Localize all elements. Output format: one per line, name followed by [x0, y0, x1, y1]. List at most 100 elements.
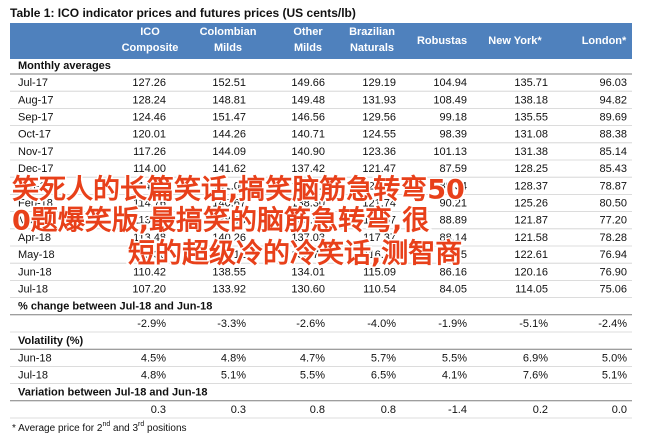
cell: 0.3 — [231, 404, 246, 416]
cell: 94.82 — [599, 94, 627, 106]
cell: 149.66 — [291, 77, 325, 89]
cell: 120.01 — [132, 129, 166, 141]
cell: 80.50 — [599, 198, 627, 210]
cell: 121.58 — [514, 232, 548, 244]
cell: 140.71 — [291, 129, 325, 141]
cell: 129.56 — [362, 112, 396, 124]
cell: 96.03 — [599, 77, 627, 89]
row-label: Apr-18 — [18, 232, 51, 244]
row-label: Oct-17 — [18, 129, 51, 141]
cell: 144.26 — [212, 129, 246, 141]
cell: 140.67 — [212, 198, 246, 210]
cell: 5.7% — [371, 352, 396, 364]
cell: 6.9% — [523, 352, 548, 364]
cell: 114.73 — [133, 180, 166, 192]
cell: 124.46 — [132, 112, 166, 124]
cell: 98.39 — [439, 129, 467, 141]
cell: 131.38 — [514, 146, 548, 158]
cell: 151.47 — [212, 112, 246, 124]
cell: 78.87 — [599, 180, 627, 192]
cell: 131.93 — [362, 94, 396, 106]
cell: -2.9% — [137, 318, 166, 330]
column-header: ICO — [140, 26, 160, 38]
cell: 129.19 — [362, 77, 396, 89]
cell: 135.52 — [291, 215, 325, 227]
cell: 114.00 — [133, 163, 166, 175]
cell: 76.94 — [599, 249, 627, 261]
cell: 139.12 — [212, 249, 246, 261]
cell: 125.26 — [514, 198, 548, 210]
cell: 128.37 — [514, 180, 548, 192]
row-label: Mar-18 — [18, 215, 53, 227]
cell: 115.09 — [363, 266, 396, 278]
cell: 134.01 — [291, 266, 325, 278]
cell: -1.4 — [448, 404, 467, 416]
cell: 144.09 — [212, 146, 246, 158]
cell: 140.26 — [212, 232, 246, 244]
cell: 0.2 — [533, 404, 548, 416]
cell: 76.90 — [599, 266, 627, 278]
cell: 138.30 — [291, 198, 325, 210]
cell: 88.89 — [439, 215, 467, 227]
cell: -2.6% — [296, 318, 325, 330]
cell: 119.57 — [363, 215, 396, 227]
column-header: London* — [582, 35, 627, 47]
cell: 89.69 — [599, 112, 627, 124]
section-title: Monthly averages — [18, 60, 111, 72]
cell: 116.34 — [363, 249, 396, 261]
cell: -1.9% — [438, 318, 467, 330]
cell: 138.18 — [514, 94, 548, 106]
cell: 5.1% — [221, 370, 246, 382]
cell: 122.61 — [514, 249, 548, 261]
cell: 135.71 — [514, 77, 548, 89]
cell: 84.05 — [439, 284, 467, 296]
cell: 121.74 — [362, 198, 396, 210]
cell: 89.34 — [439, 180, 467, 192]
cell: 138.81 — [291, 180, 325, 192]
column-header: Naturals — [350, 42, 394, 54]
column-header: Brazilian — [349, 26, 395, 38]
cell: 137.03 — [291, 232, 325, 244]
cell: 138.55 — [212, 266, 246, 278]
overlay-text: 笑死人的长篇笑话,搞笑脑筋急转弯50 — [12, 174, 465, 206]
cell: -3.3% — [217, 318, 246, 330]
cell: 88.38 — [599, 129, 627, 141]
cell: 5.5% — [442, 352, 467, 364]
footnote-superscript: rd — [138, 421, 144, 428]
column-header: Milds — [214, 42, 242, 54]
cell: 152.51 — [212, 77, 246, 89]
table-title: Table 1: ICO indicator prices and future… — [10, 6, 356, 20]
cell: 113.46 — [133, 215, 166, 227]
overlay-text: 短的超级冷的冷笑话,测智商 — [128, 238, 462, 270]
cell: 138.90 — [212, 215, 246, 227]
row-label: Jul-18 — [18, 284, 48, 296]
cell: 114.76 — [133, 198, 166, 210]
section-title: Variation between Jul-18 and Jun-18 — [18, 387, 208, 399]
cell: 141.62 — [212, 163, 246, 175]
cell: 121.61 — [362, 180, 396, 192]
column-header: Colombian — [200, 26, 257, 38]
cell: 137.42 — [291, 163, 325, 175]
cell: 121.47 — [362, 163, 396, 175]
cell: 110.42 — [133, 266, 166, 278]
cell: 141.06 — [212, 180, 246, 192]
cell: 140.90 — [291, 146, 325, 158]
cell: 114.05 — [515, 284, 548, 296]
cell: 133.92 — [212, 284, 246, 296]
cell: 110.54 — [363, 284, 396, 296]
section-title: % change between Jul-18 and Jun-18 — [18, 301, 212, 313]
column-header: New York* — [488, 35, 542, 47]
cell: 149.48 — [291, 94, 325, 106]
row-label: Dec-17 — [18, 163, 53, 175]
cell: 78.28 — [599, 232, 627, 244]
row-label: Jun-18 — [18, 352, 52, 364]
column-header: Other — [293, 26, 323, 38]
footnote-text: and 3 — [110, 423, 138, 434]
cell: 87.59 — [439, 163, 467, 175]
row-label: Sep-17 — [18, 112, 53, 124]
cell: 146.56 — [291, 112, 325, 124]
row-label: May-18 — [18, 249, 55, 261]
row-label: Jun-18 — [18, 266, 52, 278]
cell: 88.14 — [439, 232, 467, 244]
